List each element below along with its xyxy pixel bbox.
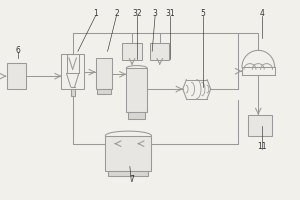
Bar [70, 89, 75, 96]
Bar [128, 112, 145, 119]
Bar [150, 43, 170, 60]
Text: 1: 1 [93, 9, 98, 18]
Text: 6: 6 [16, 46, 21, 55]
Bar [108, 171, 148, 176]
Bar [61, 54, 84, 89]
Bar [7, 63, 26, 89]
Text: 11: 11 [257, 142, 267, 151]
Text: 4: 4 [260, 9, 265, 18]
Bar [67, 54, 79, 73]
Text: 5: 5 [200, 9, 205, 18]
Bar [105, 136, 152, 171]
Text: 31: 31 [165, 9, 175, 18]
Text: 2: 2 [114, 9, 119, 18]
Bar [97, 89, 110, 94]
Text: 7: 7 [129, 175, 134, 184]
Text: 32: 32 [133, 9, 142, 18]
Bar [126, 68, 147, 112]
Bar [96, 58, 112, 89]
Bar [122, 43, 142, 60]
Text: 3: 3 [153, 9, 158, 18]
Bar [248, 115, 272, 136]
